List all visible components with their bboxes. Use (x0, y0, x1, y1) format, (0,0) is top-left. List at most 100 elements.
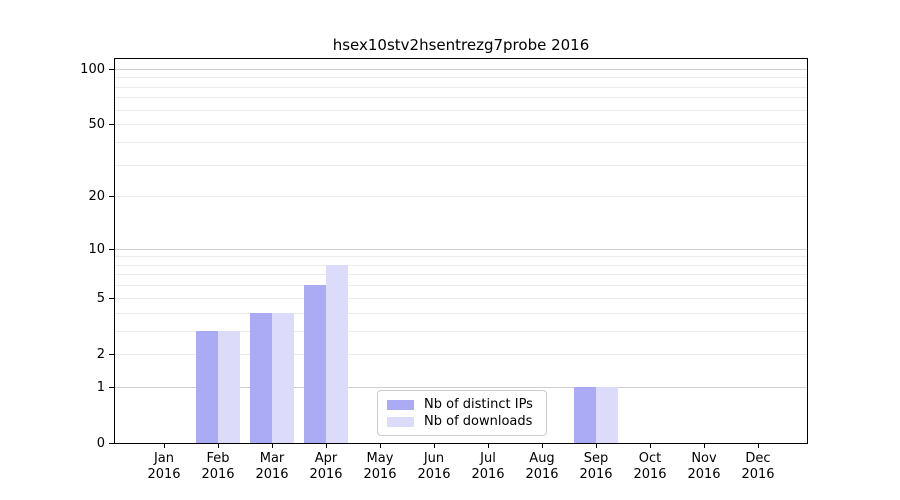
legend-label: Nb of downloads (424, 414, 533, 429)
bar-mar-distinct-ips (250, 312, 272, 443)
bar-sep-downloads (596, 386, 618, 443)
x-tick-year: 2016 (309, 467, 343, 482)
bar-mar-downloads (272, 312, 294, 443)
x-tick-mark (542, 443, 543, 448)
y-tick-mark (109, 196, 114, 198)
gridline-major (115, 248, 807, 250)
x-tick-label: Dec 2016 (730, 451, 786, 483)
bar-feb-distinct-ips (196, 330, 218, 443)
plot-area: Nb of distinct IPs Nb of downloads 0 1 2 5 10… (80, 58, 808, 482)
x-tick-month: Sep (583, 451, 609, 466)
gridline-minor (115, 164, 807, 166)
gridline-minor (115, 297, 807, 299)
x-tick-month: Dec (745, 451, 771, 466)
y-tick-mark (109, 443, 114, 444)
x-tick-mark (704, 443, 705, 448)
gridline-minor (115, 86, 807, 88)
x-tick-month: Aug (529, 451, 555, 466)
x-tick-mark (380, 443, 381, 448)
legend-item: Nb of downloads (387, 413, 537, 430)
y-tick-mark (109, 353, 114, 355)
x-tick-month: Jul (480, 451, 496, 466)
x-tick-mark (326, 443, 327, 448)
y-tick-label: 100 (80, 61, 105, 77)
x-tick-mark (650, 443, 651, 448)
x-tick-year: 2016 (255, 467, 289, 482)
y-tick-mark (109, 68, 114, 70)
x-tick-label: May 2016 (352, 451, 408, 483)
x-tick-year: 2016 (471, 467, 505, 482)
x-tick-label: Oct 2016 (622, 451, 678, 483)
x-tick-mark (488, 443, 489, 448)
x-tick-year: 2016 (525, 467, 559, 482)
gridline-minor (115, 264, 807, 266)
x-tick-label: Mar 2016 (244, 451, 300, 483)
x-tick-month: May (366, 451, 394, 466)
legend-label: Nb of distinct IPs (424, 397, 533, 412)
x-tick-year: 2016 (363, 467, 397, 482)
gridline-minor (115, 77, 807, 79)
bar-apr-downloads (326, 264, 348, 443)
y-tick-mark (109, 386, 114, 388)
legend-swatch-downloads (387, 416, 414, 427)
x-tick-mark (218, 443, 219, 448)
y-tick-label: 20 (88, 189, 105, 205)
y-tick-mark (109, 297, 114, 299)
x-tick-year: 2016 (687, 467, 721, 482)
y-tick-label: 5 (96, 290, 105, 306)
legend-item: Nb of distinct IPs (387, 396, 537, 413)
gridline-minor (115, 109, 807, 111)
gridline-major (115, 68, 807, 70)
y-tick-label: 10 (88, 241, 105, 257)
x-tick-month: Jun (423, 451, 445, 466)
gridline-minor (115, 196, 807, 198)
gridline-minor (115, 330, 807, 332)
x-tick-label: Jan 2016 (136, 451, 192, 483)
x-tick-month: Mar (259, 451, 285, 466)
gridline-major (115, 386, 807, 388)
x-tick-month: Nov (691, 451, 717, 466)
x-tick-mark (596, 443, 597, 448)
bar-sep-distinct-ips (574, 386, 596, 443)
x-tick-month: Jan (153, 451, 175, 466)
gridline-minor (115, 256, 807, 258)
y-tick-mark (109, 124, 114, 126)
y-tick-mark (109, 248, 114, 250)
gridline-minor (115, 141, 807, 143)
x-tick-label: Jul 2016 (460, 451, 516, 483)
x-tick-month: Apr (314, 451, 338, 466)
x-tick-label: Aug 2016 (514, 451, 570, 483)
legend-swatch-distinct-ips (387, 399, 414, 410)
gridline-minor (115, 124, 807, 126)
x-tick-year: 2016 (147, 467, 181, 482)
y-tick-label: 1 (96, 379, 105, 395)
gridline-minor (115, 285, 807, 287)
y-tick-label: 2 (96, 346, 105, 362)
x-tick-month: Feb (206, 451, 230, 466)
x-tick-month: Oct (638, 451, 662, 466)
x-tick-mark (434, 443, 435, 448)
x-tick-year: 2016 (633, 467, 667, 482)
x-tick-label: Nov 2016 (676, 451, 732, 483)
x-tick-mark (758, 443, 759, 448)
gridline-minor (115, 274, 807, 276)
gridline-minor (115, 312, 807, 314)
bar-apr-distinct-ips (304, 285, 326, 443)
x-tick-year: 2016 (201, 467, 235, 482)
x-tick-mark (164, 443, 165, 448)
x-tick-label: Feb 2016 (190, 451, 246, 483)
legend-box: Nb of distinct IPs Nb of downloads (377, 390, 547, 436)
x-tick-label: Apr 2016 (298, 451, 354, 483)
y-tick-label: 0 (96, 436, 105, 451)
x-tick-year: 2016 (741, 467, 775, 482)
gridline-minor (115, 97, 807, 99)
x-tick-label: Jun 2016 (406, 451, 462, 483)
chart-title: hsex10stv2hsentrezg7probe 2016 (332, 36, 590, 54)
x-tick-year: 2016 (579, 467, 613, 482)
x-tick-mark (272, 443, 273, 448)
y-tick-label: 50 (88, 117, 105, 133)
x-tick-label: Sep 2016 (568, 451, 624, 483)
x-tick-year: 2016 (417, 467, 451, 482)
gridline-minor (115, 353, 807, 355)
